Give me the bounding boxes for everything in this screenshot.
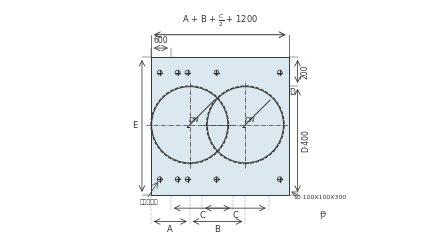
Text: C: C bbox=[232, 212, 238, 220]
Text: 200: 200 bbox=[301, 64, 310, 79]
Text: A + B + $\frac{C}{2}$ + 1200: A + B + $\frac{C}{2}$ + 1200 bbox=[182, 13, 258, 29]
Text: B: B bbox=[214, 225, 221, 234]
Text: DN: DN bbox=[245, 117, 255, 123]
Text: D·400: D·400 bbox=[301, 129, 310, 152]
Text: ᵽ: ᵽ bbox=[320, 209, 326, 219]
Text: 10·100X100X300: 10·100X100X300 bbox=[293, 195, 346, 200]
Text: 基础平面图: 基础平面图 bbox=[140, 199, 159, 205]
Text: C: C bbox=[199, 212, 205, 220]
Text: E: E bbox=[132, 121, 138, 130]
Text: D: D bbox=[289, 88, 295, 97]
Text: 600: 600 bbox=[154, 36, 168, 45]
Text: DN: DN bbox=[189, 117, 199, 123]
Text: A: A bbox=[167, 225, 173, 234]
FancyBboxPatch shape bbox=[151, 57, 289, 195]
